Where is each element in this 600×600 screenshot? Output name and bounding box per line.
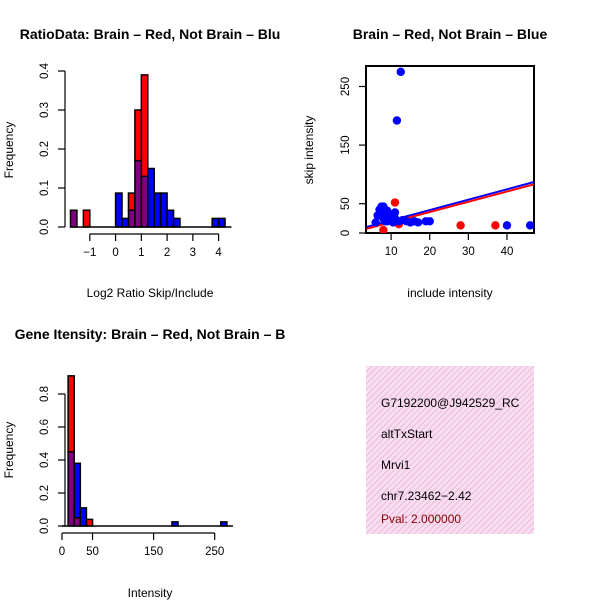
scatter-point-not-brain bbox=[413, 218, 423, 227]
intensity-histogram-title: Gene Itensity: Brain – Red, Not Brain – … bbox=[15, 326, 286, 342]
intensity-histogram-x-tick-label: 50 bbox=[86, 546, 99, 558]
scatter-point-not-brain bbox=[392, 116, 402, 125]
ratio-histogram-bar-brain bbox=[127, 192, 136, 211]
scatter-title: Brain – Red, Not Brain – Blue bbox=[353, 26, 548, 42]
ratio-histogram-x-tick-label: 0 bbox=[112, 247, 118, 259]
ratio-histogram-y-tick-label: 0.1 bbox=[39, 180, 51, 196]
ratio-histogram-xlabel: Log2 Ratio Skip/Include bbox=[87, 286, 214, 300]
ratio-histogram-bar-not-brain bbox=[147, 167, 155, 228]
intensity-histogram-bar-not-brain bbox=[73, 462, 82, 519]
ratio-histogram-bar-not-brain bbox=[211, 217, 220, 228]
ratio-histogram-bar-overlap bbox=[134, 159, 143, 228]
ratio-histogram-x-tick-label: 4 bbox=[215, 247, 222, 259]
intensity-histogram-y-tick-label: 0.4 bbox=[39, 451, 51, 468]
ratio-histogram-x-tick-label: 2 bbox=[164, 247, 170, 259]
info-panel-background bbox=[366, 366, 534, 534]
scatter-panel: Brain – Red, Not Brain – Blue 10 20 30 40 0 5… bbox=[302, 26, 547, 300]
pval-text: Pval: 2.000000 bbox=[381, 512, 461, 526]
scatter-point-not-brain bbox=[525, 221, 534, 230]
ratio-histogram-bar-overlap bbox=[140, 175, 149, 228]
ratio-histogram-y-tick-label: 0.3 bbox=[39, 102, 51, 118]
ratio-histogram-panel: RatioData: Brain – Red, Not Brain – Blu … bbox=[2, 26, 280, 300]
event-id-text: G7192200@J942529_RC bbox=[381, 396, 520, 410]
intensity-histogram-x-tick-label: 0 bbox=[59, 546, 65, 558]
scatter-plot-box bbox=[365, 65, 535, 234]
intensity-histogram-y-tick-label: 0.0 bbox=[39, 518, 51, 534]
intensity-histogram-bar-brain bbox=[85, 518, 94, 527]
ratio-histogram-bar-not-brain bbox=[121, 217, 130, 228]
ratio-histogram-bar-brain bbox=[82, 209, 91, 228]
scatter-point-brain bbox=[456, 221, 465, 230]
ratio-histogram-bar-not-brain bbox=[153, 192, 162, 228]
genomic-location-text: chr7.23462−2.42 bbox=[381, 489, 472, 503]
ratio-histogram-y-tick-label: 0.2 bbox=[39, 141, 51, 157]
scatter-point-brain bbox=[379, 225, 388, 233]
intensity-histogram-ylabel: Frequency bbox=[2, 422, 16, 479]
gene-name-text: Mrvi1 bbox=[381, 458, 411, 472]
event-type-text: altTxStart bbox=[381, 427, 433, 441]
scatter-point-not-brain bbox=[425, 217, 434, 226]
intensity-histogram-bar-overlap bbox=[73, 517, 82, 527]
ratio-histogram-bar-not-brain bbox=[166, 209, 175, 228]
scatter-x-tick-label: 10 bbox=[385, 246, 398, 258]
ratio-histogram-x-tick-label: 3 bbox=[190, 247, 196, 259]
ratio-histogram-y-tick-label: 0.4 bbox=[39, 62, 51, 79]
scatter-point-not-brain bbox=[371, 218, 380, 227]
ratio-histogram-bar-not-brain bbox=[114, 192, 123, 228]
intensity-histogram-y-tick-label: 0.2 bbox=[39, 485, 51, 501]
scatter-xlabel: include intensity bbox=[407, 286, 492, 300]
ratio-histogram-y-tick-label: 0.0 bbox=[39, 219, 51, 235]
intensity-histogram-x-tick-label: 250 bbox=[205, 546, 224, 558]
intensity-histogram-xlabel: Intensity bbox=[128, 586, 173, 600]
scatter-ylabel: skip intensity bbox=[302, 116, 316, 185]
scatter-x-tick-label: 40 bbox=[501, 246, 514, 258]
scatter-point-brain bbox=[491, 221, 500, 230]
intensity-histogram-bar-not-brain bbox=[79, 507, 88, 527]
intensity-histogram-y-tick-label: 0.6 bbox=[39, 419, 51, 435]
ratio-histogram-title: RatioData: Brain – Red, Not Brain – Blu bbox=[20, 26, 281, 42]
ratio-histogram-bar-brain bbox=[134, 109, 143, 162]
ratio-histogram-bar-overlap bbox=[69, 209, 78, 228]
ratio-histogram-bar-not-brain bbox=[217, 217, 226, 228]
scatter-point-brain bbox=[390, 198, 400, 207]
scatter-x-tick-label: 30 bbox=[462, 246, 475, 258]
event-info-panel: G7192200@J942529_RC altTxStart Mrvi1 chr… bbox=[366, 366, 534, 534]
scatter-y-tick-label: 0 bbox=[340, 230, 352, 236]
ratio-histogram-bar-brain bbox=[140, 74, 149, 178]
scatter-x-tick-label: 20 bbox=[423, 246, 436, 258]
ratio-histogram-x-tick-label: −1 bbox=[83, 247, 96, 259]
intensity-histogram-y-tick-label: 0.8 bbox=[39, 386, 51, 402]
ratio-histogram-x-tick-label: 1 bbox=[138, 247, 144, 259]
scatter-point-not-brain bbox=[502, 221, 512, 230]
scatter-y-tick-label: 150 bbox=[340, 136, 352, 155]
ratio-histogram-ylabel: Frequency bbox=[2, 122, 16, 179]
scatter-point-not-brain bbox=[390, 208, 400, 217]
intensity-histogram-bar-brain bbox=[67, 375, 75, 453]
ratio-histogram-bar-not-brain bbox=[159, 192, 168, 228]
scatter-point-not-brain bbox=[396, 67, 405, 77]
intensity-histogram-x-tick-label: 150 bbox=[144, 546, 163, 558]
scatter-y-tick-label: 250 bbox=[340, 77, 352, 96]
scatter-y-tick-label: 50 bbox=[340, 197, 352, 210]
intensity-histogram-bar-overlap bbox=[67, 451, 75, 527]
intensity-histogram-panel: Gene Itensity: Brain – Red, Not Brain – … bbox=[2, 326, 285, 600]
ratio-histogram-bar-overlap bbox=[127, 209, 136, 228]
ratio-histogram-bar-not-brain bbox=[172, 217, 181, 228]
